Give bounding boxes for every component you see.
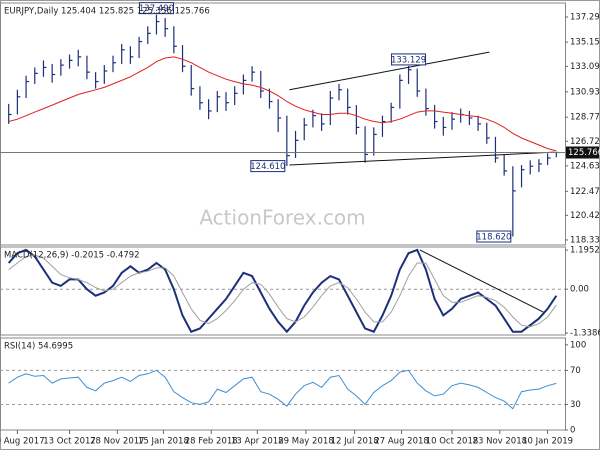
annotation-label: 124.610 (250, 162, 285, 172)
x-tick-label: 23 Nov 2018 (473, 437, 527, 447)
series-line (8, 369, 557, 410)
y-tick-label: 0.00 (570, 285, 589, 295)
panel-title: MACD(12,26,9) -0.2015 -0.4792 (4, 251, 140, 261)
y-tick-label: 120.420 (570, 211, 600, 221)
y-tick-label: 124.630 (570, 161, 600, 171)
series-line (7, 248, 558, 334)
y-tick-label: 122.470 (570, 187, 600, 197)
series-line (8, 56, 557, 152)
y-tick-label: 0 (570, 426, 575, 436)
trendline (289, 51, 490, 91)
watermark: ActionForex.com (199, 206, 365, 230)
y-tick-label: 128.770 (570, 113, 600, 123)
x-tick-label: 13 Oct 2017 (43, 437, 96, 447)
x-tick-label: 15 Jan 2018 (138, 437, 189, 447)
y-tick-label: 133.090 (570, 62, 600, 72)
y-tick-label: 118.330 (570, 235, 600, 245)
current-price-box (566, 146, 599, 159)
y-tick-label: -1.3386 (570, 328, 600, 338)
x-tick-label: 10 Jan 2019 (522, 437, 573, 447)
panel-border (0, 337, 566, 431)
panel-title: EURJPY,Daily 125.404 125.825 125.356 125… (4, 7, 210, 17)
trendline (419, 249, 544, 313)
y-tick-label: 1.1952 (570, 246, 600, 256)
x-tick-label: 12 Jul 2018 (331, 437, 379, 447)
y-tick-label: 100 (570, 340, 586, 350)
y-tick-label: 130.930 (570, 87, 600, 97)
panel-border (0, 2, 566, 246)
y-tick-label: 30 (570, 400, 581, 410)
y-tick-label: 135.150 (570, 38, 600, 48)
x-tick-label: 13 Apr 2018 (231, 437, 284, 447)
annotation-box (138, 2, 174, 15)
y-tick-label: 70 (570, 366, 581, 376)
panel-border (0, 246, 566, 336)
x-tick-label: 10 Oct 2018 (426, 437, 479, 447)
annotation-label: 118.620 (476, 233, 511, 243)
panel-title: RSI(14) 54.6995 (4, 342, 73, 352)
annotation-box (250, 160, 286, 173)
annotation-box (391, 53, 427, 66)
x-tick-label: 28 Feb 2018 (185, 437, 238, 447)
x-tick-label: 27 Aug 2018 (374, 437, 428, 447)
x-tick-label: 28 Nov 2017 (90, 437, 144, 447)
y-tick-label: 126.720 (570, 137, 600, 147)
annotation-label: 137.490 (139, 4, 174, 14)
annotation-box (476, 230, 512, 243)
x-tick-label: 29 May 2018 (278, 437, 333, 447)
trendline (289, 151, 555, 166)
current-price-label: 125.766 (568, 148, 600, 158)
series-line (8, 254, 557, 328)
y-tick-label: 137.290 (570, 12, 600, 22)
annotation-label: 133.129 (391, 55, 426, 65)
x-tick-label: 30 Aug 2017 (0, 437, 45, 447)
